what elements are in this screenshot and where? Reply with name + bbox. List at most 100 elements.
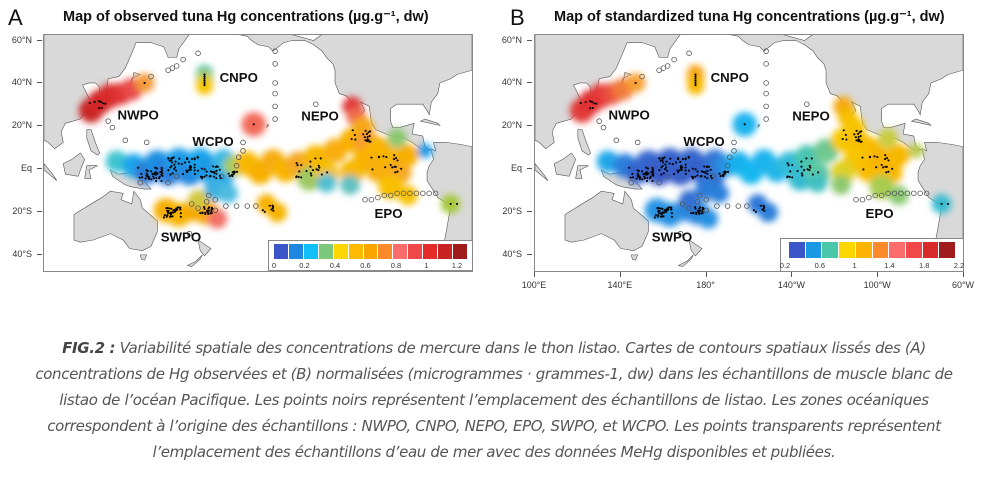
tuna-sample-point bbox=[214, 165, 217, 169]
tuna-sample-point bbox=[392, 158, 396, 161]
y-axis-tick bbox=[527, 82, 532, 84]
x-axis-tick bbox=[705, 272, 707, 277]
tuna-sample-point bbox=[385, 156, 388, 159]
tuna-sample-point bbox=[676, 169, 679, 172]
tuna-sample-point bbox=[369, 130, 372, 133]
seawater-sample-point bbox=[170, 66, 175, 71]
tuna-sample-point bbox=[791, 176, 794, 179]
region-label-swpo: SWPO bbox=[161, 229, 202, 244]
tuna-sample-point bbox=[162, 216, 165, 219]
tuna-sample-point bbox=[203, 175, 206, 178]
tuna-sample-point bbox=[235, 170, 239, 173]
tuna-sample-point bbox=[665, 166, 668, 169]
tuna-sample-point bbox=[208, 175, 211, 178]
tuna-sample-point bbox=[882, 166, 885, 169]
contour-blob bbox=[709, 183, 729, 204]
seawater-sample-point bbox=[414, 191, 419, 196]
legend-color-swatch bbox=[453, 244, 467, 259]
x-axis-label: 140°W bbox=[777, 280, 805, 290]
tuna-sample-point bbox=[743, 123, 746, 126]
tuna-sample-point bbox=[158, 175, 161, 178]
region-label-nwpo: NWPO bbox=[118, 107, 159, 122]
seawater-sample-point bbox=[635, 140, 640, 145]
tuna-sample-point bbox=[856, 132, 860, 136]
tuna-sample-point bbox=[175, 169, 178, 172]
tuna-sample-point bbox=[699, 175, 702, 178]
seawater-sample-point bbox=[106, 119, 111, 124]
tuna-sample-point bbox=[140, 172, 143, 176]
tuna-sample-point bbox=[309, 160, 312, 163]
contour-blob bbox=[698, 209, 719, 229]
legend-tick-label: 1 bbox=[852, 261, 857, 270]
tuna-sample-point bbox=[155, 176, 158, 180]
tuna-sample-point bbox=[702, 207, 705, 210]
seawater-sample-point bbox=[401, 191, 406, 196]
land-sumatra bbox=[535, 164, 548, 181]
seawater-sample-point bbox=[166, 68, 171, 73]
tuna-sample-point bbox=[661, 164, 664, 167]
y-axis-tick bbox=[37, 253, 42, 255]
tuna-sample-point bbox=[99, 100, 103, 103]
tuna-sample-point bbox=[810, 157, 813, 160]
land-cuba bbox=[912, 119, 931, 125]
seawater-sample-point bbox=[388, 193, 393, 198]
tuna-sample-point bbox=[211, 170, 214, 174]
tuna-sample-point bbox=[203, 75, 206, 78]
tuna-sample-point bbox=[859, 134, 862, 138]
y-axis-label: Eq bbox=[20, 162, 32, 173]
land-australia bbox=[74, 191, 157, 250]
land-alaska bbox=[222, 35, 472, 271]
land-borneo bbox=[63, 153, 84, 176]
tuna-sample-point bbox=[629, 176, 632, 179]
contour-blob bbox=[888, 185, 909, 206]
legend-tick-label: 1.8 bbox=[918, 261, 930, 270]
legend-tick-label: 0.2 bbox=[779, 261, 791, 270]
legend-color-swatch bbox=[348, 244, 363, 259]
tuna-sample-point bbox=[665, 208, 669, 212]
region-label-cnpo: CNPO bbox=[220, 70, 258, 85]
tuna-sample-point bbox=[800, 160, 803, 163]
tuna-sample-point bbox=[203, 168, 206, 171]
tuna-sample-point bbox=[658, 157, 661, 160]
region-labels: NWPO CNPO NEPO WCPO SWPO EPO bbox=[609, 70, 894, 244]
tuna-sample-point bbox=[145, 174, 148, 177]
tuna-sample-point bbox=[842, 129, 845, 132]
seawater-sample-point bbox=[601, 125, 606, 130]
land-sumatra bbox=[44, 164, 57, 181]
tuna-sample-point bbox=[166, 207, 169, 210]
tuna-sample-point bbox=[351, 129, 354, 132]
seawater-sample-point bbox=[886, 191, 891, 196]
tuna-sample-point bbox=[173, 168, 176, 171]
tuna-sample-point bbox=[860, 130, 863, 133]
land-cuba bbox=[421, 119, 440, 125]
tuna-sample-point bbox=[875, 166, 878, 169]
tuna-sample-point bbox=[674, 161, 678, 164]
y-axis-label: 40°S bbox=[502, 248, 522, 259]
tuna-sample-point bbox=[364, 139, 367, 142]
tuna-sample-point bbox=[669, 157, 672, 160]
seawater-sample-point bbox=[879, 193, 884, 198]
tuna-sample-point bbox=[698, 209, 702, 212]
x-axis-label: 140°E bbox=[607, 280, 633, 290]
y-axis-tick bbox=[527, 253, 532, 255]
legend-color-swatch bbox=[839, 242, 855, 258]
tuna-sample-point bbox=[670, 215, 673, 218]
tuna-sample-point bbox=[876, 156, 879, 159]
region-label-epo: EPO bbox=[375, 206, 403, 221]
seawater-sample-point bbox=[273, 91, 278, 96]
legend-color-swatch bbox=[393, 244, 408, 259]
tuna-sample-point bbox=[100, 106, 103, 110]
seawater-sample-point bbox=[245, 204, 250, 209]
tuna-sample-point bbox=[215, 177, 218, 180]
tuna-sample-point bbox=[154, 166, 157, 169]
seawater-sample-point bbox=[110, 125, 115, 130]
seawater-sample-point bbox=[138, 180, 143, 185]
legend-tick-label: 0 bbox=[271, 261, 277, 270]
tuna-sample-point bbox=[297, 175, 300, 179]
tuna-sample-point bbox=[658, 169, 661, 172]
land-nzn bbox=[198, 240, 211, 256]
tuna-sample-point bbox=[637, 169, 640, 173]
tuna-sample-point bbox=[676, 158, 680, 161]
tuna-sample-point bbox=[170, 211, 173, 214]
tuna-sample-point bbox=[702, 170, 705, 174]
